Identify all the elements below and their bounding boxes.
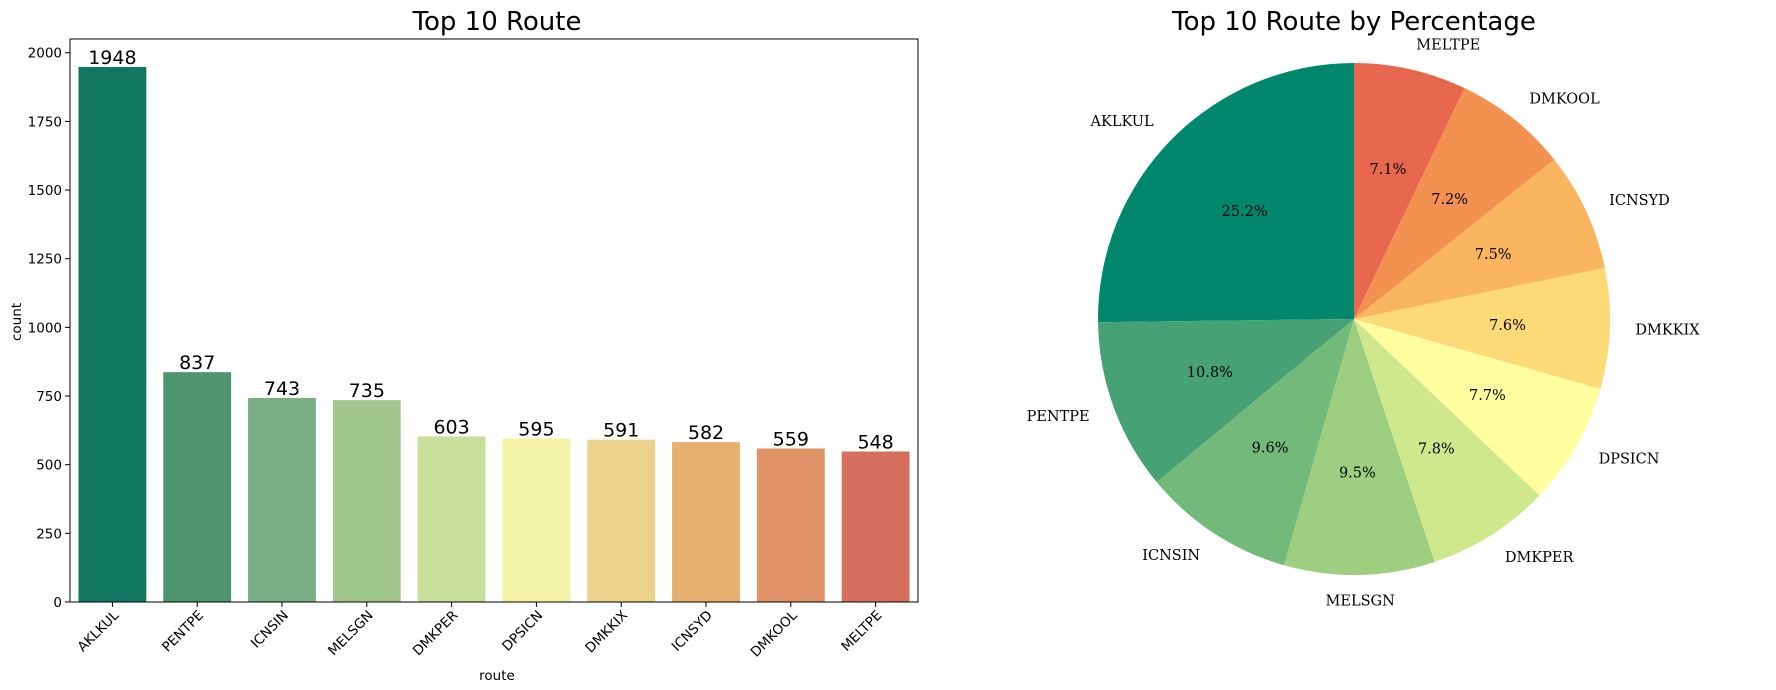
- bar-value-label: 603: [433, 416, 469, 438]
- bar-aklkul: [78, 67, 147, 602]
- x-tick-label: DMKPER: [410, 608, 462, 660]
- bar-value-label: 837: [179, 352, 215, 374]
- pie-slice-dmkper: [1354, 319, 1540, 562]
- pie-slice-dmkkix: [1354, 267, 1611, 389]
- bar-icnsyd: [672, 442, 740, 602]
- pie-percent-label: 7.2%: [1431, 192, 1468, 208]
- pie-slice-dpsicn: [1354, 319, 1601, 496]
- bar-axes-frame: [69, 38, 919, 603]
- x-tick-label: ICNSYD: [669, 608, 716, 655]
- y-tick-label: 250: [36, 526, 62, 542]
- y-tick-label: 1000: [28, 320, 62, 336]
- y-tick-label: 2000: [28, 46, 62, 62]
- bar-value-label: 591: [603, 420, 639, 442]
- pie-plot-area: 25.2% AKLKUL 10.8% PENTPE 9.6% ICNSIN 9.5% MELS…: [1027, 37, 1701, 609]
- x-tick-label: DPSICN: [499, 608, 546, 655]
- pie-percent-label: 9.5%: [1339, 466, 1376, 482]
- pie-chart-title: Top 10 Route by Percentage: [1171, 7, 1536, 37]
- pie-slice-icnsyd: [1354, 159, 1605, 319]
- bar-value-label: 743: [264, 378, 300, 400]
- bar-melsgn: [332, 400, 401, 602]
- bar-value-label: 559: [773, 428, 809, 450]
- y-tick-label: 500: [36, 458, 62, 474]
- pie-slice-dmkool: [1354, 88, 1555, 319]
- x-tick-label: AKLKUL: [74, 607, 122, 655]
- y-tick-label: 0: [53, 595, 62, 611]
- bar-dmkper: [417, 436, 486, 602]
- pie-category-label: AKLKUL: [1090, 114, 1154, 130]
- x-tick-label: DMKOOL: [748, 607, 801, 660]
- pie-slice-aklkul: [1098, 63, 1354, 323]
- bar-value-label: 595: [518, 419, 554, 441]
- pie-slice-icnsin: [1156, 319, 1354, 566]
- bar-x-axis-label: route: [479, 668, 515, 684]
- pie-category-label: DMKKIX: [1635, 323, 1700, 339]
- pie-category-label: MELTPE: [1416, 37, 1480, 53]
- y-tick-label: 1250: [28, 252, 62, 268]
- bar-y-axis-label: count: [9, 303, 25, 341]
- bar-value-label: 582: [688, 422, 724, 444]
- pie-percent-label: 7.1%: [1370, 162, 1407, 178]
- bar-chart-title: Top 10 Route: [412, 7, 582, 37]
- bar-plot-area: 1948 837 743 735 603 595 591 582 559 548 0 250 500 75…: [28, 38, 919, 661]
- pie-percent-label: 25.2%: [1222, 204, 1268, 220]
- bar-value-label: 735: [349, 380, 385, 402]
- pie-category-label: DMKOOL: [1529, 92, 1600, 108]
- pie-category-label: ICNSYD: [1609, 193, 1670, 209]
- bar-dmkool: [756, 448, 825, 602]
- bar-chart: Top 10 Route 1948 837 743 735 603 595 591 582 55…: [9, 7, 919, 684]
- x-tick-label: MELTPE: [838, 608, 885, 655]
- pie-category-label: MELSGN: [1326, 594, 1396, 610]
- bar-dpsicn: [502, 438, 571, 602]
- x-tick-label: MELSGN: [325, 608, 376, 659]
- bar-value-label: 548: [857, 432, 893, 454]
- y-tick-label: 1500: [28, 183, 62, 199]
- y-tick-label: 1750: [28, 114, 62, 130]
- bar-value-label: 1948: [88, 47, 136, 69]
- bar-meltpe: [841, 451, 910, 602]
- pie-percent-label: 7.6%: [1489, 318, 1526, 334]
- pie-percent-label: 7.7%: [1469, 388, 1506, 404]
- pie-category-label: DPSICN: [1599, 452, 1660, 468]
- x-tick-label: ICNSIN: [248, 608, 292, 652]
- x-tick-label: DMKKIX: [582, 608, 631, 657]
- pie-percent-label: 7.8%: [1418, 442, 1455, 458]
- x-tick-label: PENTPE: [159, 608, 207, 656]
- bar-pentpe: [163, 372, 232, 602]
- y-tick-label: 750: [36, 389, 62, 405]
- pie-percent-label: 7.5%: [1475, 247, 1512, 263]
- pie-chart: Top 10 Route by Percentage 25.2% AKLKUL 10…: [1027, 7, 1701, 610]
- pie-category-label: DMKPER: [1505, 550, 1575, 566]
- pie-slice-melsgn: [1284, 319, 1435, 576]
- pie-category-label: PENTPE: [1027, 409, 1090, 425]
- pie-percent-label: 10.8%: [1187, 365, 1233, 381]
- bar-icnsin: [248, 397, 316, 602]
- bar-dmkkix: [587, 439, 656, 602]
- pie-category-label: ICNSIN: [1142, 548, 1200, 564]
- pie-slice-meltpe: [1354, 63, 1465, 319]
- pie-percent-label: 9.6%: [1252, 441, 1289, 457]
- pie-slice-pentpe: [1098, 319, 1354, 483]
